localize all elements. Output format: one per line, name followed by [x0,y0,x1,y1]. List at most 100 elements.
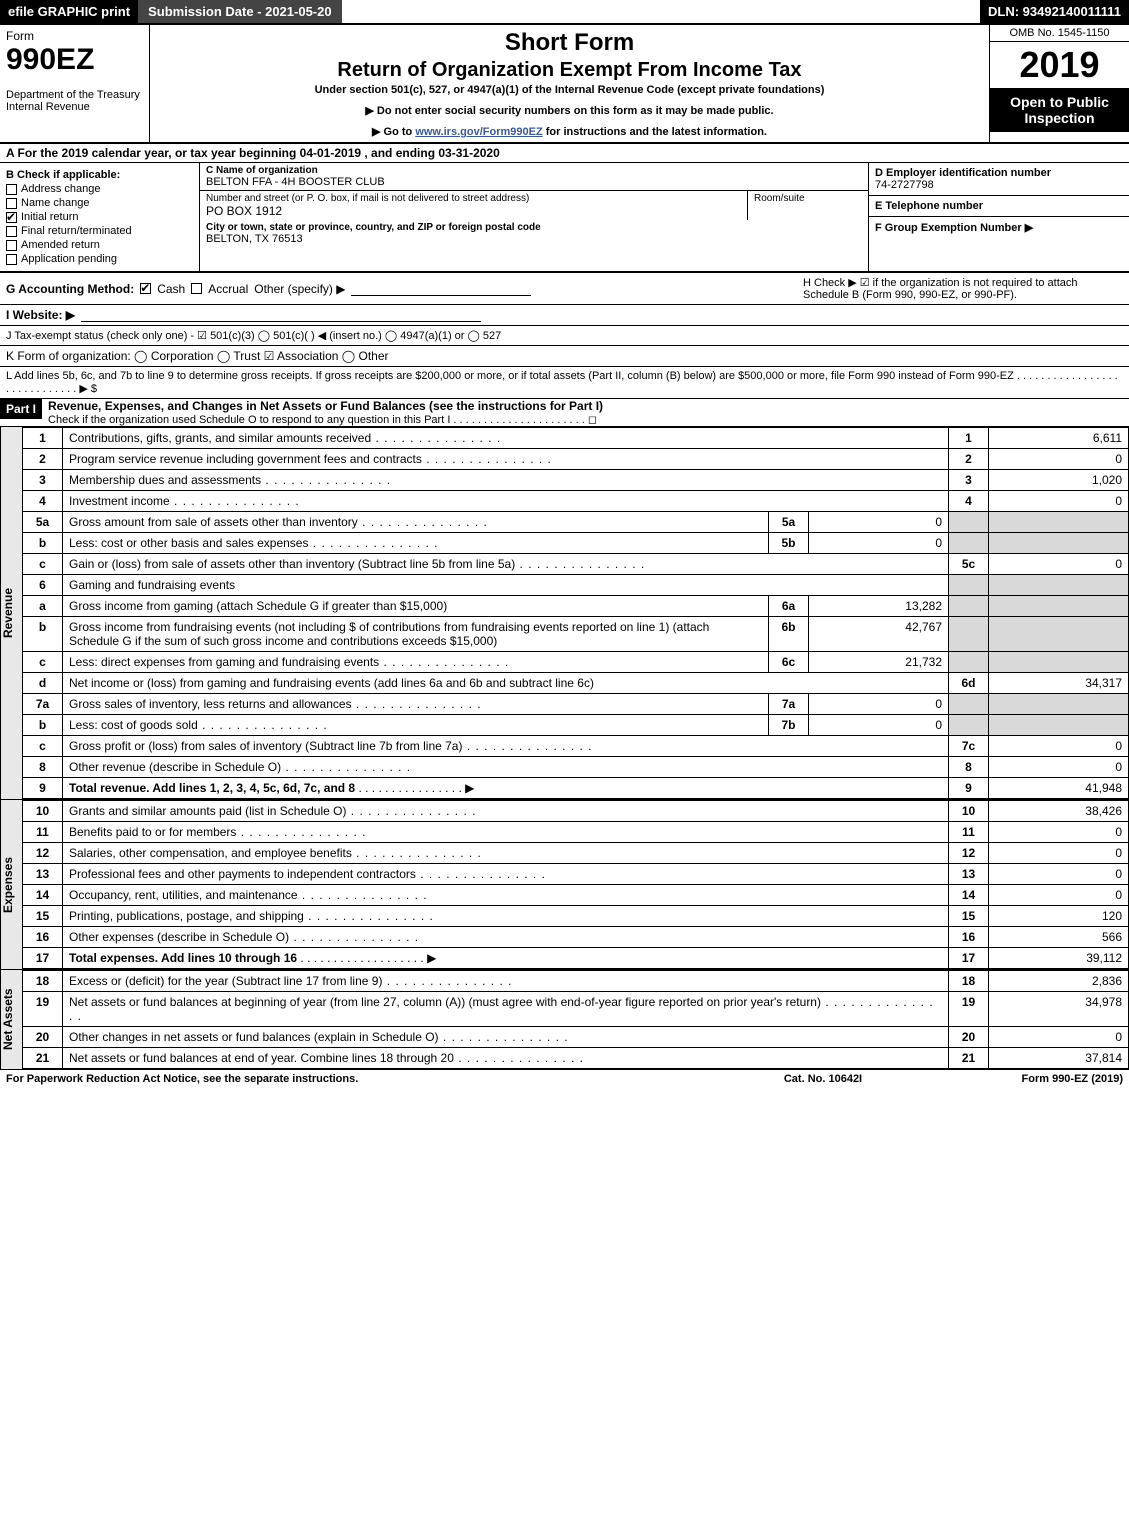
checkbox-icon [6,226,17,237]
section-c-org-info: C Name of organization BELTON FFA - 4H B… [200,163,869,271]
checkbox-checked-icon [6,212,17,223]
chk-application-pending[interactable]: Application pending [6,253,193,265]
line-11: 11Benefits paid to or for members110 [23,822,1129,843]
checkbox-icon [6,198,17,209]
phone-label: E Telephone number [875,200,983,212]
public-inspection: Open to Public Inspection [990,88,1129,132]
line-6a: aGross income from gaming (attach Schedu… [23,596,1129,617]
part1-badge: Part I [0,399,42,419]
line-7a: 7aGross sales of inventory, less returns… [23,694,1129,715]
row-k: K Form of organization: ◯ Corporation ◯ … [0,346,1129,367]
ein-cell: D Employer identification number 74-2727… [869,163,1129,196]
footer-left: For Paperwork Reduction Act Notice, see … [6,1073,723,1085]
form-header: Form 990EZ Department of the Treasury In… [0,25,1129,144]
line-17: 17Total expenses. Add lines 10 through 1… [23,948,1129,969]
line-6: 6Gaming and fundraising events [23,575,1129,596]
title-block: Short Form Return of Organization Exempt… [150,25,989,142]
line-6b: bGross income from fundraising events (n… [23,617,1129,652]
net-assets-table: 18Excess or (deficit) for the year (Subt… [22,970,1129,1069]
chk-final-return[interactable]: Final return/terminated [6,225,193,237]
submission-date: Submission Date - 2021-05-20 [138,0,342,23]
group-exemption-label: F Group Exemption Number ▶ [875,222,1033,234]
net-assets-side-label: Net Assets [0,970,22,1069]
i-label: I Website: ▶ [6,308,75,322]
website-field[interactable] [81,308,481,322]
line-16: 16Other expenses (describe in Schedule O… [23,927,1129,948]
address: PO BOX 1912 [206,204,741,218]
expenses-table: 10Grants and similar amounts paid (list … [22,800,1129,969]
revenue-table: 1Contributions, gifts, grants, and simil… [22,427,1129,799]
part1-title: Revenue, Expenses, and Changes in Net As… [48,399,1129,413]
page-footer: For Paperwork Reduction Act Notice, see … [0,1070,1129,1088]
room-label: Room/suite [754,193,862,204]
tax-year: 2019 [990,42,1129,88]
line-6d: dNet income or (loss) from gaming and fu… [23,673,1129,694]
g-label: G Accounting Method: [6,282,134,296]
line-7b: bLess: cost of goods sold7b0 [23,715,1129,736]
goto-suffix: for instructions and the latest informat… [543,126,767,138]
instructions-link-row: ▶ Go to www.irs.gov/Form990EZ for instru… [156,125,983,138]
ssn-warning: ▶ Do not enter social security numbers o… [156,104,983,117]
checkbox-cash[interactable] [140,283,151,294]
line-12: 12Salaries, other compensation, and empl… [23,843,1129,864]
goto-prefix: ▶ Go to [372,126,415,138]
address-label: Number and street (or P. O. box, if mail… [206,193,741,204]
header-right: OMB No. 1545-1150 2019 Open to Public In… [989,25,1129,142]
dln: DLN: 93492140011111 [980,0,1129,23]
line-5a: 5aGross amount from sale of assets other… [23,512,1129,533]
b-label: B Check if applicable: [6,169,193,181]
line-13: 13Professional fees and other payments t… [23,864,1129,885]
section-def: D Employer identification number 74-2727… [869,163,1129,271]
chk-address-change[interactable]: Address change [6,183,193,195]
net-assets-section: Net Assets 18Excess or (deficit) for the… [0,970,1129,1070]
line-14: 14Occupancy, rent, utilities, and mainte… [23,885,1129,906]
address-row: Number and street (or P. O. box, if mail… [200,191,868,220]
line-8: 8Other revenue (describe in Schedule O)8… [23,757,1129,778]
line-15: 15Printing, publications, postage, and s… [23,906,1129,927]
efile-print-label: efile GRAPHIC print [0,0,138,23]
part1-header: Part I Revenue, Expenses, and Changes in… [0,399,1129,427]
city-label: City or town, state or province, country… [206,222,862,233]
h-text: H Check ▶ ☑ if the organization is not r… [803,276,1123,301]
line-1: 1Contributions, gifts, grants, and simil… [23,428,1129,449]
line-20: 20Other changes in net assets or fund ba… [23,1027,1129,1048]
org-name: BELTON FFA - 4H BOOSTER CLUB [206,176,862,188]
form-number: 990EZ [6,43,143,77]
line-5c: cGain or (loss) from sale of assets othe… [23,554,1129,575]
short-form-title: Short Form [156,29,983,57]
line-5b: bLess: cost or other basis and sales exp… [23,533,1129,554]
checkbox-accrual[interactable] [191,283,202,294]
info-block: B Check if applicable: Address change Na… [0,163,1129,273]
line-9: 9Total revenue. Add lines 1, 2, 3, 4, 5c… [23,778,1129,799]
omb-number: OMB No. 1545-1150 [990,25,1129,42]
line-3: 3Membership dues and assessments31,020 [23,470,1129,491]
revenue-section: Revenue 1Contributions, gifts, grants, a… [0,427,1129,800]
row-i: I Website: ▶ [0,305,1129,326]
line-10: 10Grants and similar amounts paid (list … [23,801,1129,822]
line-18: 18Excess or (deficit) for the year (Subt… [23,971,1129,992]
chk-amended-return[interactable]: Amended return [6,239,193,251]
group-exemption-cell: F Group Exemption Number ▶ [869,217,1129,238]
form-word: Form [6,29,143,43]
city: BELTON, TX 76513 [206,233,862,245]
phone-cell: E Telephone number [869,196,1129,217]
form-id-block: Form 990EZ Department of the Treasury In… [0,25,150,142]
footer-mid: Cat. No. 10642I [723,1073,923,1085]
city-cell: City or town, state or province, country… [200,220,868,247]
row-l: L Add lines 5b, 6c, and 7b to line 9 to … [0,367,1129,399]
expenses-side-label: Expenses [0,800,22,969]
return-title: Return of Organization Exempt From Incom… [156,59,983,82]
chk-name-change[interactable]: Name change [6,197,193,209]
line-19: 19Net assets or fund balances at beginni… [23,992,1129,1027]
ein-value: 74-2727798 [875,179,934,191]
meta-rows: G Accounting Method: Cash Accrual Other … [0,273,1129,399]
line-21: 21Net assets or fund balances at end of … [23,1048,1129,1069]
chk-initial-return[interactable]: Initial return [6,211,193,223]
other-specify-field[interactable] [351,282,531,296]
line-7c: cGross profit or (loss) from sales of in… [23,736,1129,757]
section-b-checkboxes: B Check if applicable: Address change Na… [0,163,200,271]
irs-link[interactable]: www.irs.gov/Form990EZ [415,126,542,138]
part1-check: Check if the organization used Schedule … [48,413,1129,426]
subtitle: Under section 501(c), 527, or 4947(a)(1)… [156,84,983,96]
org-name-label: C Name of organization [206,165,862,176]
